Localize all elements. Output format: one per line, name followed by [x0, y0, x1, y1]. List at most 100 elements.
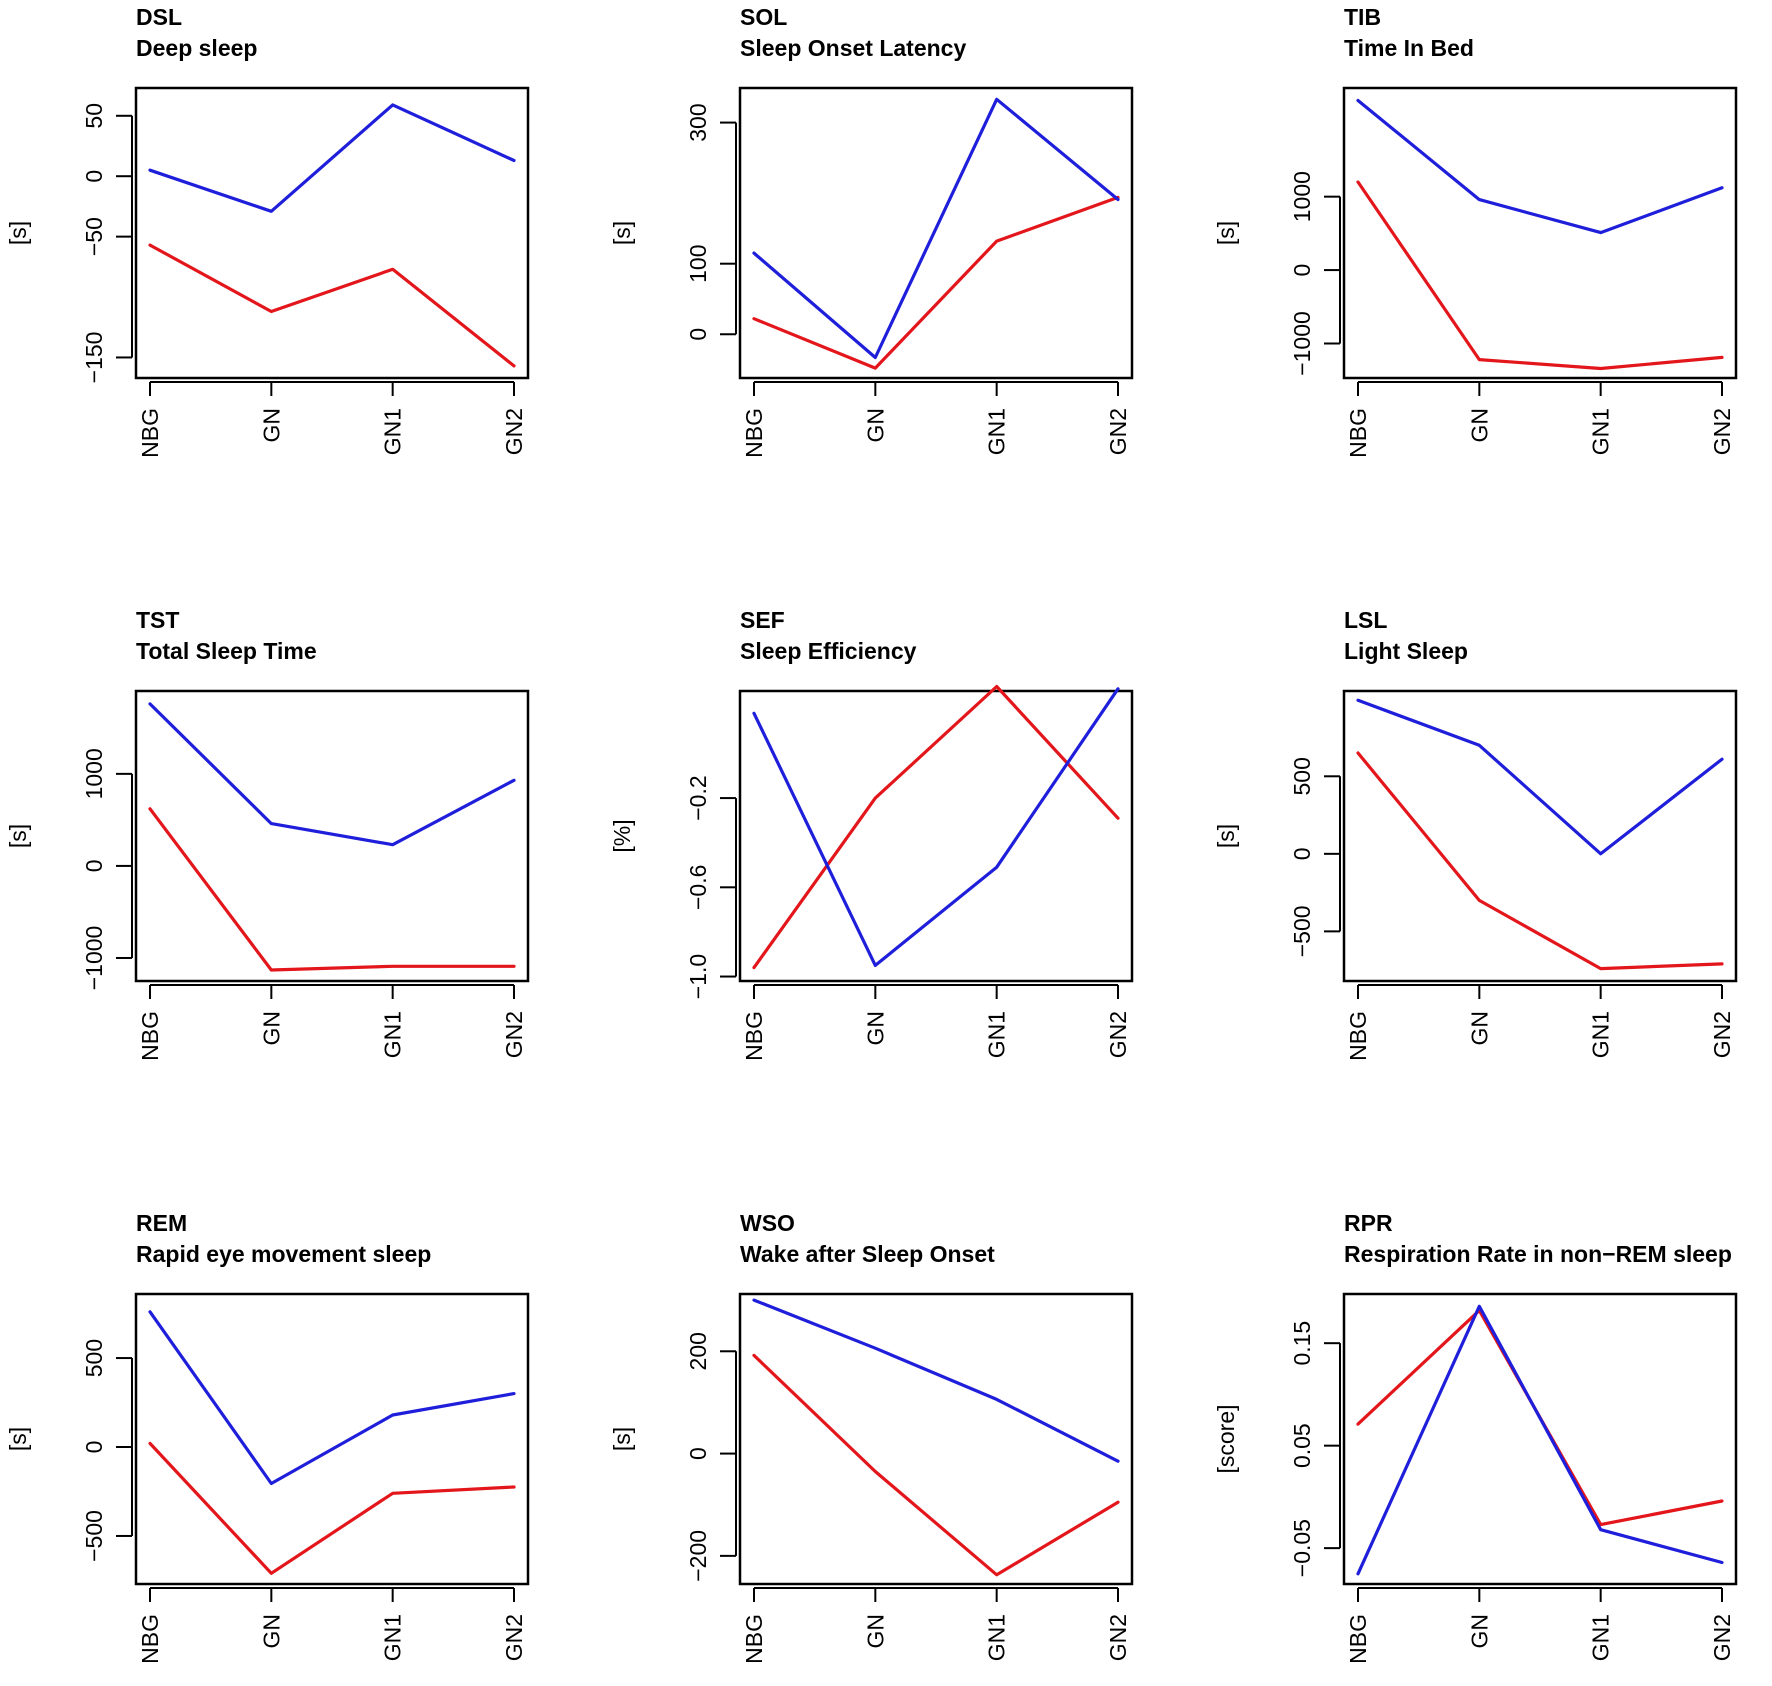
x-tick-label: GN1	[1588, 1614, 1614, 1661]
x-tick-label: NBG	[741, 408, 767, 458]
y-axis: 200 0 −200	[685, 1332, 737, 1582]
y-tick-label: −0.05	[1289, 1519, 1315, 1577]
y-tick-label: −1000	[1289, 311, 1315, 376]
series-line-blue	[148, 702, 516, 847]
x-tick-label: GN1	[1588, 408, 1614, 455]
chart-panel-sol: SOL Sleep Onset Latency 300 100 0 [s] NBG GN GN1…	[609, 4, 1134, 458]
y-axis: 0.15 0.05 −0.05	[1289, 1321, 1341, 1577]
x-tick-label: NBG	[741, 1011, 767, 1061]
x-tick-label: NBG	[137, 408, 163, 458]
chart-code: RPR	[1344, 1210, 1393, 1236]
y-tick-label: 1000	[81, 748, 107, 799]
y-axis-label: [score]	[1213, 1404, 1239, 1473]
x-tick-label: GN2	[501, 1614, 527, 1661]
y-tick-label: 0	[81, 860, 107, 873]
x-tick-label: NBG	[1345, 408, 1371, 458]
y-tick-label: −1.0	[685, 954, 711, 999]
x-tick-label: GN2	[1709, 1614, 1735, 1661]
chart-panel-rem: REM Rapid eye movement sleep 500 0 −500 [s] NB…	[5, 1210, 530, 1664]
x-tick-label: GN	[1466, 1011, 1492, 1046]
chart-panel-rpr: RPR Respiration Rate in non−REM sleep 0.15…	[1213, 1210, 1738, 1664]
plot-frame	[1342, 689, 1738, 983]
y-tick-label: 0	[685, 1447, 711, 1460]
x-tick-label: NBG	[137, 1614, 163, 1664]
y-axis: 500 0 −500	[1289, 757, 1341, 957]
chart-panel-dsl: DSL Deep sleep 50 0 −50 −150 [s] NBG GN GN1 GN2	[5, 4, 530, 458]
x-tick-label: NBG	[1345, 1614, 1371, 1664]
x-tick-label: GN2	[1709, 408, 1735, 455]
chart-title: Total Sleep Time	[136, 638, 317, 664]
y-axis-label: [%]	[609, 819, 635, 852]
x-tick-label: GN	[862, 1614, 888, 1649]
plot-frame	[1342, 1292, 1738, 1586]
x-tick-label: GN	[258, 1011, 284, 1046]
series-line-blue	[1356, 98, 1724, 235]
x-tick-label: GN	[1466, 1614, 1492, 1649]
chart-title: Wake after Sleep Onset	[740, 1241, 995, 1267]
x-tick-label: NBG	[137, 1011, 163, 1061]
x-axis: NBG GN GN1 GN2	[137, 1587, 527, 1664]
chart-panel-wso: WSO Wake after Sleep Onset 200 0 −200 [s] NBG G…	[609, 1210, 1134, 1664]
chart-panel-sef: SEF Sleep Efficiency −0.2 −0.6 −1.0 [%] NBG GN G…	[609, 607, 1134, 1061]
series-line-blue	[1356, 1304, 1724, 1576]
y-tick-label: −200	[685, 1530, 711, 1582]
y-tick-label: 0.05	[1289, 1423, 1315, 1468]
chart-panel-tib: TIB Time In Bed 1000 0 −1000 [s] NBG GN GN1 GN2	[1213, 4, 1738, 458]
series-line-red	[752, 195, 1120, 370]
series-line-blue	[148, 103, 516, 213]
series-line-blue	[1356, 698, 1724, 856]
x-axis: NBG GN GN1 GN2	[741, 1587, 1131, 1664]
x-tick-label: GN	[1466, 408, 1492, 443]
x-tick-label: NBG	[1345, 1011, 1371, 1061]
chart-code: TST	[136, 607, 179, 633]
y-tick-label: 0	[1289, 847, 1315, 860]
chart-title: Deep sleep	[136, 35, 257, 61]
x-tick-label: GN1	[984, 408, 1010, 455]
x-tick-label: GN	[862, 408, 888, 443]
x-tick-label: GN2	[501, 408, 527, 455]
y-tick-label: 500	[1289, 757, 1315, 795]
y-tick-label: 200	[685, 1332, 711, 1370]
y-tick-label: 0	[1289, 264, 1315, 277]
x-axis: NBG GN GN1 GN2	[1345, 381, 1735, 458]
series-line-red	[148, 243, 516, 368]
series-line-red	[148, 1441, 516, 1575]
y-tick-label: −0.6	[685, 865, 711, 910]
series-line-blue	[752, 1298, 1120, 1463]
y-axis: 50 0 −50 −150	[81, 103, 133, 383]
plot-frame	[134, 86, 530, 380]
y-axis-label: [s]	[5, 824, 31, 848]
x-tick-label: GN2	[1709, 1011, 1735, 1058]
x-axis: NBG GN GN1 GN2	[137, 381, 527, 458]
chart-title: Time In Bed	[1344, 35, 1474, 61]
chart-title: Respiration Rate in non−REM sleep	[1344, 1241, 1732, 1267]
y-axis-label: [s]	[5, 1427, 31, 1451]
chart-title: Rapid eye movement sleep	[136, 1241, 431, 1267]
x-tick-label: GN2	[501, 1011, 527, 1058]
y-axis-label: [s]	[5, 221, 31, 245]
x-tick-label: GN1	[984, 1614, 1010, 1661]
y-tick-label: 0.15	[1289, 1321, 1315, 1366]
x-tick-label: GN1	[1588, 1011, 1614, 1058]
x-tick-label: GN1	[380, 1011, 406, 1058]
plot-frame	[134, 689, 530, 983]
chart-title: Sleep Onset Latency	[740, 35, 966, 61]
y-tick-label: 0	[81, 170, 107, 183]
x-axis: NBG GN GN1 GN2	[741, 381, 1131, 458]
chart-code: REM	[136, 1210, 187, 1236]
series-line-red	[752, 684, 1120, 970]
chart-code: TIB	[1344, 4, 1381, 30]
x-axis: NBG GN GN1 GN2	[1345, 1587, 1735, 1664]
x-tick-label: GN1	[984, 1011, 1010, 1058]
chart-code: SOL	[740, 4, 787, 30]
y-tick-label: −0.2	[685, 775, 711, 820]
y-tick-label: 50	[81, 103, 107, 129]
plot-frame	[738, 689, 1134, 983]
plot-frame	[134, 1292, 530, 1586]
series-line-blue	[752, 687, 1120, 967]
series-line-red	[148, 807, 516, 972]
y-axis: 500 0 −500	[81, 1339, 133, 1562]
x-axis: NBG GN GN1 GN2	[741, 984, 1131, 1061]
y-axis-label: [s]	[609, 221, 635, 245]
